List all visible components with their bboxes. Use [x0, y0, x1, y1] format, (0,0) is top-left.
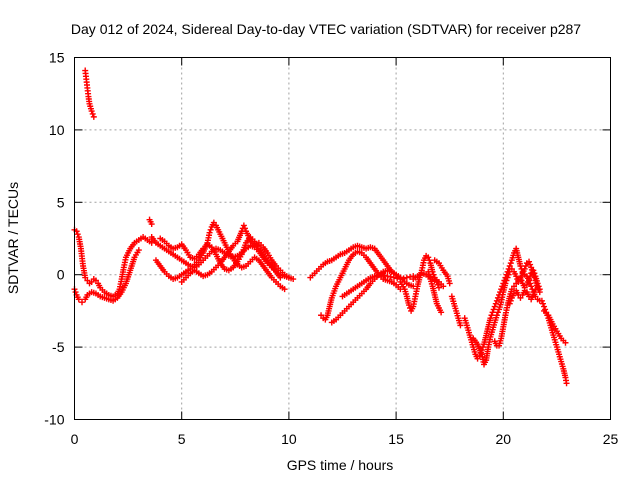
data-point	[493, 312, 500, 319]
data-point	[491, 303, 498, 310]
x-tick-label: 10	[281, 431, 297, 447]
data-point	[503, 277, 510, 284]
data-point	[440, 283, 447, 290]
data-point	[381, 272, 388, 279]
data-point	[88, 108, 95, 115]
data-point	[426, 257, 433, 264]
data-point	[90, 113, 97, 120]
data-point	[526, 276, 533, 283]
data-point	[207, 226, 214, 233]
data-point	[539, 300, 546, 307]
data-point	[538, 297, 545, 304]
data-point	[494, 294, 501, 301]
y-tick-label: 5	[57, 194, 65, 210]
data-point	[400, 275, 407, 282]
data-point	[506, 300, 513, 307]
data-point	[527, 273, 534, 280]
chart-title: Day 012 of 2024, Sidereal Day-to-day VTE…	[71, 21, 581, 37]
x-tick-label: 0	[71, 431, 79, 447]
data-point	[521, 265, 528, 272]
data-point	[531, 270, 538, 277]
data-point	[394, 275, 401, 282]
y-tick-label: 10	[49, 122, 65, 138]
data-point	[438, 309, 445, 316]
plot-area	[71, 67, 570, 387]
data-point	[281, 286, 288, 293]
axes: 0 5 10 15 20 25 -10 -5 0 5 10 15	[44, 50, 618, 448]
data-point	[523, 281, 530, 288]
data-point	[493, 297, 500, 304]
x-tick-label: 20	[496, 431, 512, 447]
data-point	[378, 271, 385, 278]
data-point	[532, 286, 539, 293]
data-point	[513, 273, 520, 280]
data-point	[528, 283, 535, 290]
data-point	[403, 274, 410, 281]
data-point	[434, 281, 441, 288]
plot-frame	[74, 57, 611, 420]
data-point	[502, 280, 509, 287]
data-point	[384, 273, 391, 280]
data-point	[479, 344, 486, 351]
data-point	[562, 339, 569, 346]
data-point	[240, 222, 247, 229]
data-point	[504, 274, 511, 281]
x-axis-label: GPS time / hours	[287, 457, 394, 473]
data-point	[505, 271, 512, 278]
data-point	[534, 280, 541, 287]
data-point	[507, 260, 514, 267]
data-point	[518, 277, 525, 284]
x-tick-label: 5	[178, 431, 186, 447]
data-point	[530, 291, 537, 298]
data-point	[285, 274, 292, 281]
data-point	[446, 280, 453, 287]
data-point	[488, 312, 495, 319]
y-tick-label: 0	[57, 267, 65, 283]
data-point	[524, 278, 531, 285]
data-point	[74, 231, 81, 238]
data-point	[148, 221, 155, 228]
data-point	[206, 229, 213, 236]
x-tick-label: 15	[388, 431, 404, 447]
data-point	[494, 309, 501, 316]
data-point	[405, 302, 412, 309]
data-point	[390, 274, 397, 281]
data-point	[457, 322, 464, 329]
data-point	[526, 258, 533, 265]
data-point	[374, 272, 381, 279]
data-point	[522, 263, 529, 270]
data-point	[507, 297, 514, 304]
y-tick-label: -5	[52, 339, 65, 355]
data-point	[531, 289, 538, 296]
data-point	[425, 254, 432, 261]
data-point	[89, 110, 96, 117]
data-point	[75, 296, 82, 303]
data-point	[290, 276, 297, 283]
data-point	[407, 273, 414, 280]
data-point	[489, 309, 496, 316]
data-point	[241, 225, 248, 232]
data-point	[517, 274, 524, 281]
data-point	[487, 315, 494, 322]
data-point	[527, 261, 534, 268]
data-point	[371, 273, 378, 280]
data-point	[435, 284, 442, 291]
data-point	[490, 306, 497, 313]
data-point	[72, 289, 79, 296]
data-point	[530, 267, 537, 274]
data-point	[135, 247, 142, 254]
y-tick-label: 15	[49, 50, 65, 66]
data-point	[387, 273, 394, 280]
data-point	[563, 380, 570, 387]
y-tick-label: -10	[44, 412, 64, 428]
data-point	[492, 300, 499, 307]
data-point	[79, 299, 86, 306]
data-point	[517, 263, 524, 270]
y-axis-label: SDTVAR / TECUs	[5, 182, 21, 294]
data-point	[277, 274, 284, 281]
data-point	[535, 283, 542, 290]
x-tick-label: 25	[603, 431, 619, 447]
